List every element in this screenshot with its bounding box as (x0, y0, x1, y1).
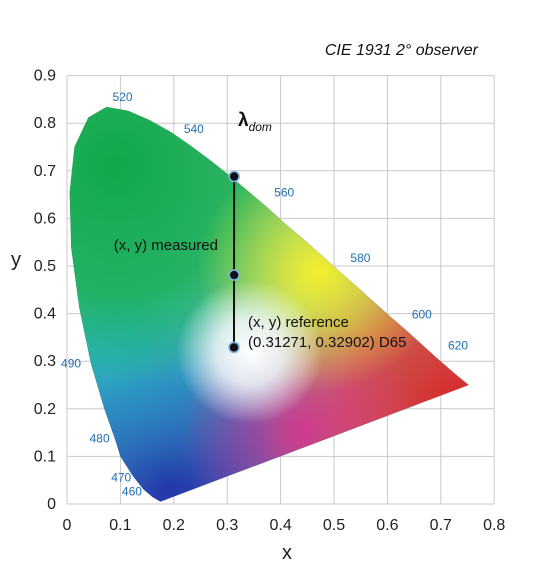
spectral-locus (69, 107, 469, 502)
y-tick-label: 0.4 (34, 306, 56, 323)
x-tick-label: 0.3 (216, 517, 238, 534)
wavelength-label-620: 620 (448, 338, 468, 352)
wavelength-label-600: 600 (412, 307, 432, 321)
y-tick-label: 0.8 (34, 115, 56, 132)
wavelength-label-470: 470 (111, 470, 131, 484)
measured-label: (x, y) measured (114, 237, 218, 254)
y-tick-label: 0.1 (34, 448, 56, 465)
x-axis-title: x (282, 542, 292, 564)
wavelength-label-540: 540 (184, 122, 204, 136)
spectral-locus-outline (69, 106, 470, 502)
x-tick-label: 0.6 (376, 517, 398, 534)
axis-ticks: 0 0.1 0.2 0.3 0.4 0.5 0.6 0.7 0.8 0 0.1 0.2 0.3 0.4 0.… (34, 68, 506, 534)
y-tick-label: 0.9 (34, 68, 56, 85)
x-tick-label: 0.1 (109, 517, 131, 534)
y-tick-label: 0.7 (34, 163, 56, 180)
y-tick-label: 0 (47, 496, 56, 513)
x-tick-label: 0.2 (163, 517, 185, 534)
x-tick-label: 0.5 (323, 517, 345, 534)
y-tick-label: 0.5 (34, 258, 56, 275)
lambda-dom-label: λdom (238, 110, 272, 134)
y-axis-title: y (11, 249, 21, 271)
point-measured (228, 269, 240, 281)
wavelength-label-460: 460 (122, 485, 142, 499)
x-tick-label: 0.7 (430, 517, 452, 534)
y-tick-label: 0.6 (34, 210, 56, 227)
x-tick-label: 0.8 (483, 517, 505, 534)
reference-label-line1: (x, y) reference (248, 314, 349, 331)
y-tick-label: 0.2 (34, 401, 56, 418)
lambda-subscript: dom (249, 120, 272, 134)
point-reference (228, 341, 240, 354)
observer-title: CIE 1931 2° observer (325, 42, 479, 59)
point-lambda-dom (228, 170, 240, 183)
wavelength-label-480: 480 (90, 432, 110, 446)
points (228, 170, 240, 354)
wavelength-label-520: 520 (113, 90, 133, 104)
wavelength-label-490: 490 (61, 357, 81, 371)
wavelength-label-580: 580 (350, 251, 370, 265)
x-tick-label: 0 (63, 517, 72, 534)
y-tick-label: 0.3 (34, 353, 56, 370)
reference-label-line2: (0.31271, 0.32902) D65 (248, 334, 406, 351)
lambda-symbol: λ (238, 110, 249, 131)
x-tick-label: 0.4 (269, 517, 291, 534)
wavelength-label-560: 560 (274, 186, 294, 200)
